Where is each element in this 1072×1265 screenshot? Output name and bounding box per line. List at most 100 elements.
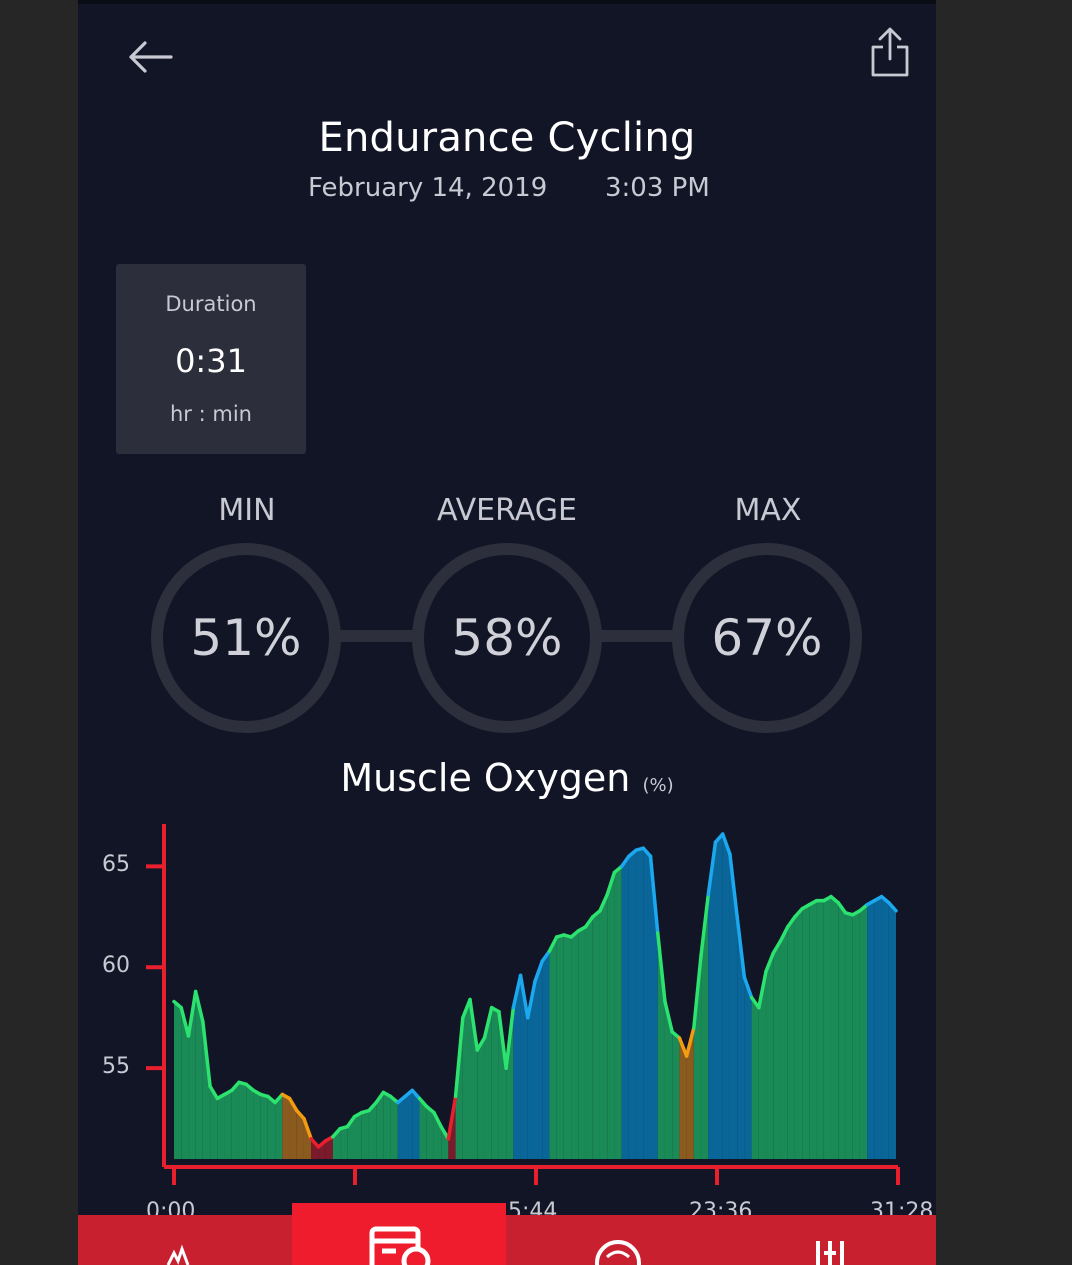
- chart-area-segment: [599, 894, 608, 1159]
- chart-line-segment: [345, 1114, 357, 1129]
- chart-area-segment: [722, 834, 730, 1159]
- chart-line-segment: [526, 979, 537, 1020]
- chart-line-segment: [677, 1036, 689, 1058]
- chart-area-segment: [809, 900, 817, 1159]
- nav-workout-summary[interactable]: [292, 1203, 506, 1265]
- chart-area-segment: [787, 916, 795, 1159]
- chart-area-segment: [498, 1011, 507, 1159]
- chart-area-segment: [224, 1090, 232, 1159]
- chart-area-segment: [621, 856, 629, 1159]
- share-icon: [871, 27, 909, 77]
- chart-area-segment: [664, 1001, 673, 1159]
- chart-area-segment: [260, 1094, 268, 1159]
- average-label: AVERAGE: [437, 493, 577, 528]
- chart-area-segment: [513, 975, 521, 1159]
- average-value: 58%: [451, 609, 563, 667]
- chart-area-segment: [347, 1116, 355, 1159]
- max-value: 67%: [711, 609, 823, 667]
- chart-line-segment: [497, 1009, 508, 1070]
- chart-line-segment: [417, 1096, 429, 1109]
- heart-rate-icon: [166, 1244, 190, 1265]
- min-value: 51%: [190, 609, 302, 667]
- duration-card: Duration 0:31 hr : min: [116, 264, 306, 454]
- share-button[interactable]: [862, 22, 918, 82]
- chart-area-segment: [217, 1094, 225, 1159]
- max-label: MAX: [734, 493, 802, 528]
- chart-line-segment: [193, 989, 205, 1024]
- chart-area-segment: [823, 896, 832, 1159]
- chart-area-segment: [556, 934, 564, 1159]
- chart-line-segment: [706, 840, 718, 897]
- chart-area-segment: [592, 910, 600, 1159]
- chart-area-segment: [368, 1102, 377, 1159]
- chart-area-segment: [758, 971, 767, 1159]
- chart-line-segment: [432, 1110, 443, 1129]
- chart-line-segment: [186, 989, 198, 1038]
- chart-area-segment: [246, 1084, 254, 1159]
- chart-area-segment: [628, 850, 637, 1159]
- nav-heart-rate[interactable]: [148, 1215, 218, 1265]
- min-label: MIN: [218, 493, 276, 528]
- chart-area-segment: [174, 1001, 182, 1159]
- nav-settings[interactable]: [796, 1215, 866, 1265]
- chart-area-segment: [477, 1037, 485, 1159]
- chart-area-segment: [679, 1037, 687, 1159]
- chart-line-segment: [728, 852, 739, 919]
- duration-value: 0:31: [175, 342, 247, 380]
- chart-title-text: Muscle Oxygen: [340, 756, 631, 800]
- chart-title-unit: (%): [642, 775, 674, 796]
- chart-line-segment: [374, 1090, 386, 1105]
- chart-area-segment: [181, 1007, 189, 1159]
- sliders-icon: [816, 1241, 844, 1265]
- workout-date: February 14, 2019: [308, 173, 548, 203]
- chart-line-segment: [836, 900, 848, 915]
- chart-line-segment: [410, 1088, 422, 1101]
- chart-line-segment: [475, 1036, 487, 1052]
- nav-avatar[interactable]: [583, 1215, 653, 1265]
- chart-area-segment: [491, 1007, 499, 1159]
- chart-line-segment: [742, 975, 754, 1000]
- chart-area-segment: [845, 912, 853, 1159]
- chart-line-segment: [367, 1100, 378, 1113]
- chart-area-segment: [636, 848, 644, 1159]
- chart-area-segment: [563, 934, 572, 1159]
- chart-area-segment: [571, 930, 579, 1159]
- chart-area-segment: [715, 834, 723, 1159]
- chart-area-segment: [202, 1021, 211, 1159]
- chart-line-segment: [583, 915, 595, 929]
- y-tick-label: 65: [102, 852, 130, 878]
- workout-time: 3:03 PM: [605, 173, 710, 203]
- chart-area-segment: [282, 1094, 290, 1159]
- chart-area-segment: [744, 977, 752, 1159]
- chart-line-segment: [655, 931, 667, 1004]
- chart-area-segment: [838, 902, 846, 1159]
- chart-area-segment: [535, 961, 543, 1159]
- back-button[interactable]: [122, 34, 178, 80]
- workout-summary-icon: [369, 1226, 431, 1265]
- chart-line-segment: [201, 1020, 212, 1089]
- duration-unit: hr : min: [170, 402, 252, 426]
- chart-line-segment: [720, 832, 732, 857]
- chart-line-segment: [735, 915, 747, 980]
- chart-area-segment: [881, 896, 889, 1159]
- chart-area-segment: [441, 1126, 449, 1159]
- chart-line-segment: [504, 1005, 516, 1070]
- chart-area-segment: [520, 975, 528, 1159]
- chart-line-segment: [785, 915, 797, 929]
- chart-area-segment: [426, 1106, 434, 1159]
- chart-line-segment: [208, 1084, 220, 1101]
- chart-area-segment: [751, 997, 759, 1159]
- chart-line-segment: [302, 1116, 313, 1141]
- chart-line-segment: [273, 1092, 285, 1105]
- chart-area-segment: [419, 1098, 427, 1159]
- chart-area-segment: [686, 1027, 694, 1159]
- chart-area-segment: [693, 955, 702, 1159]
- chart-line-segment: [663, 999, 674, 1034]
- chart-line-segment: [511, 973, 523, 1010]
- chart-area-segment: [238, 1082, 247, 1159]
- chart-area-segment: [376, 1092, 384, 1159]
- y-tick-label: 60: [102, 953, 130, 979]
- chart-area-segment: [802, 904, 810, 1159]
- chart-area-segment: [405, 1090, 413, 1159]
- workout-title: Endurance Cycling: [318, 115, 696, 161]
